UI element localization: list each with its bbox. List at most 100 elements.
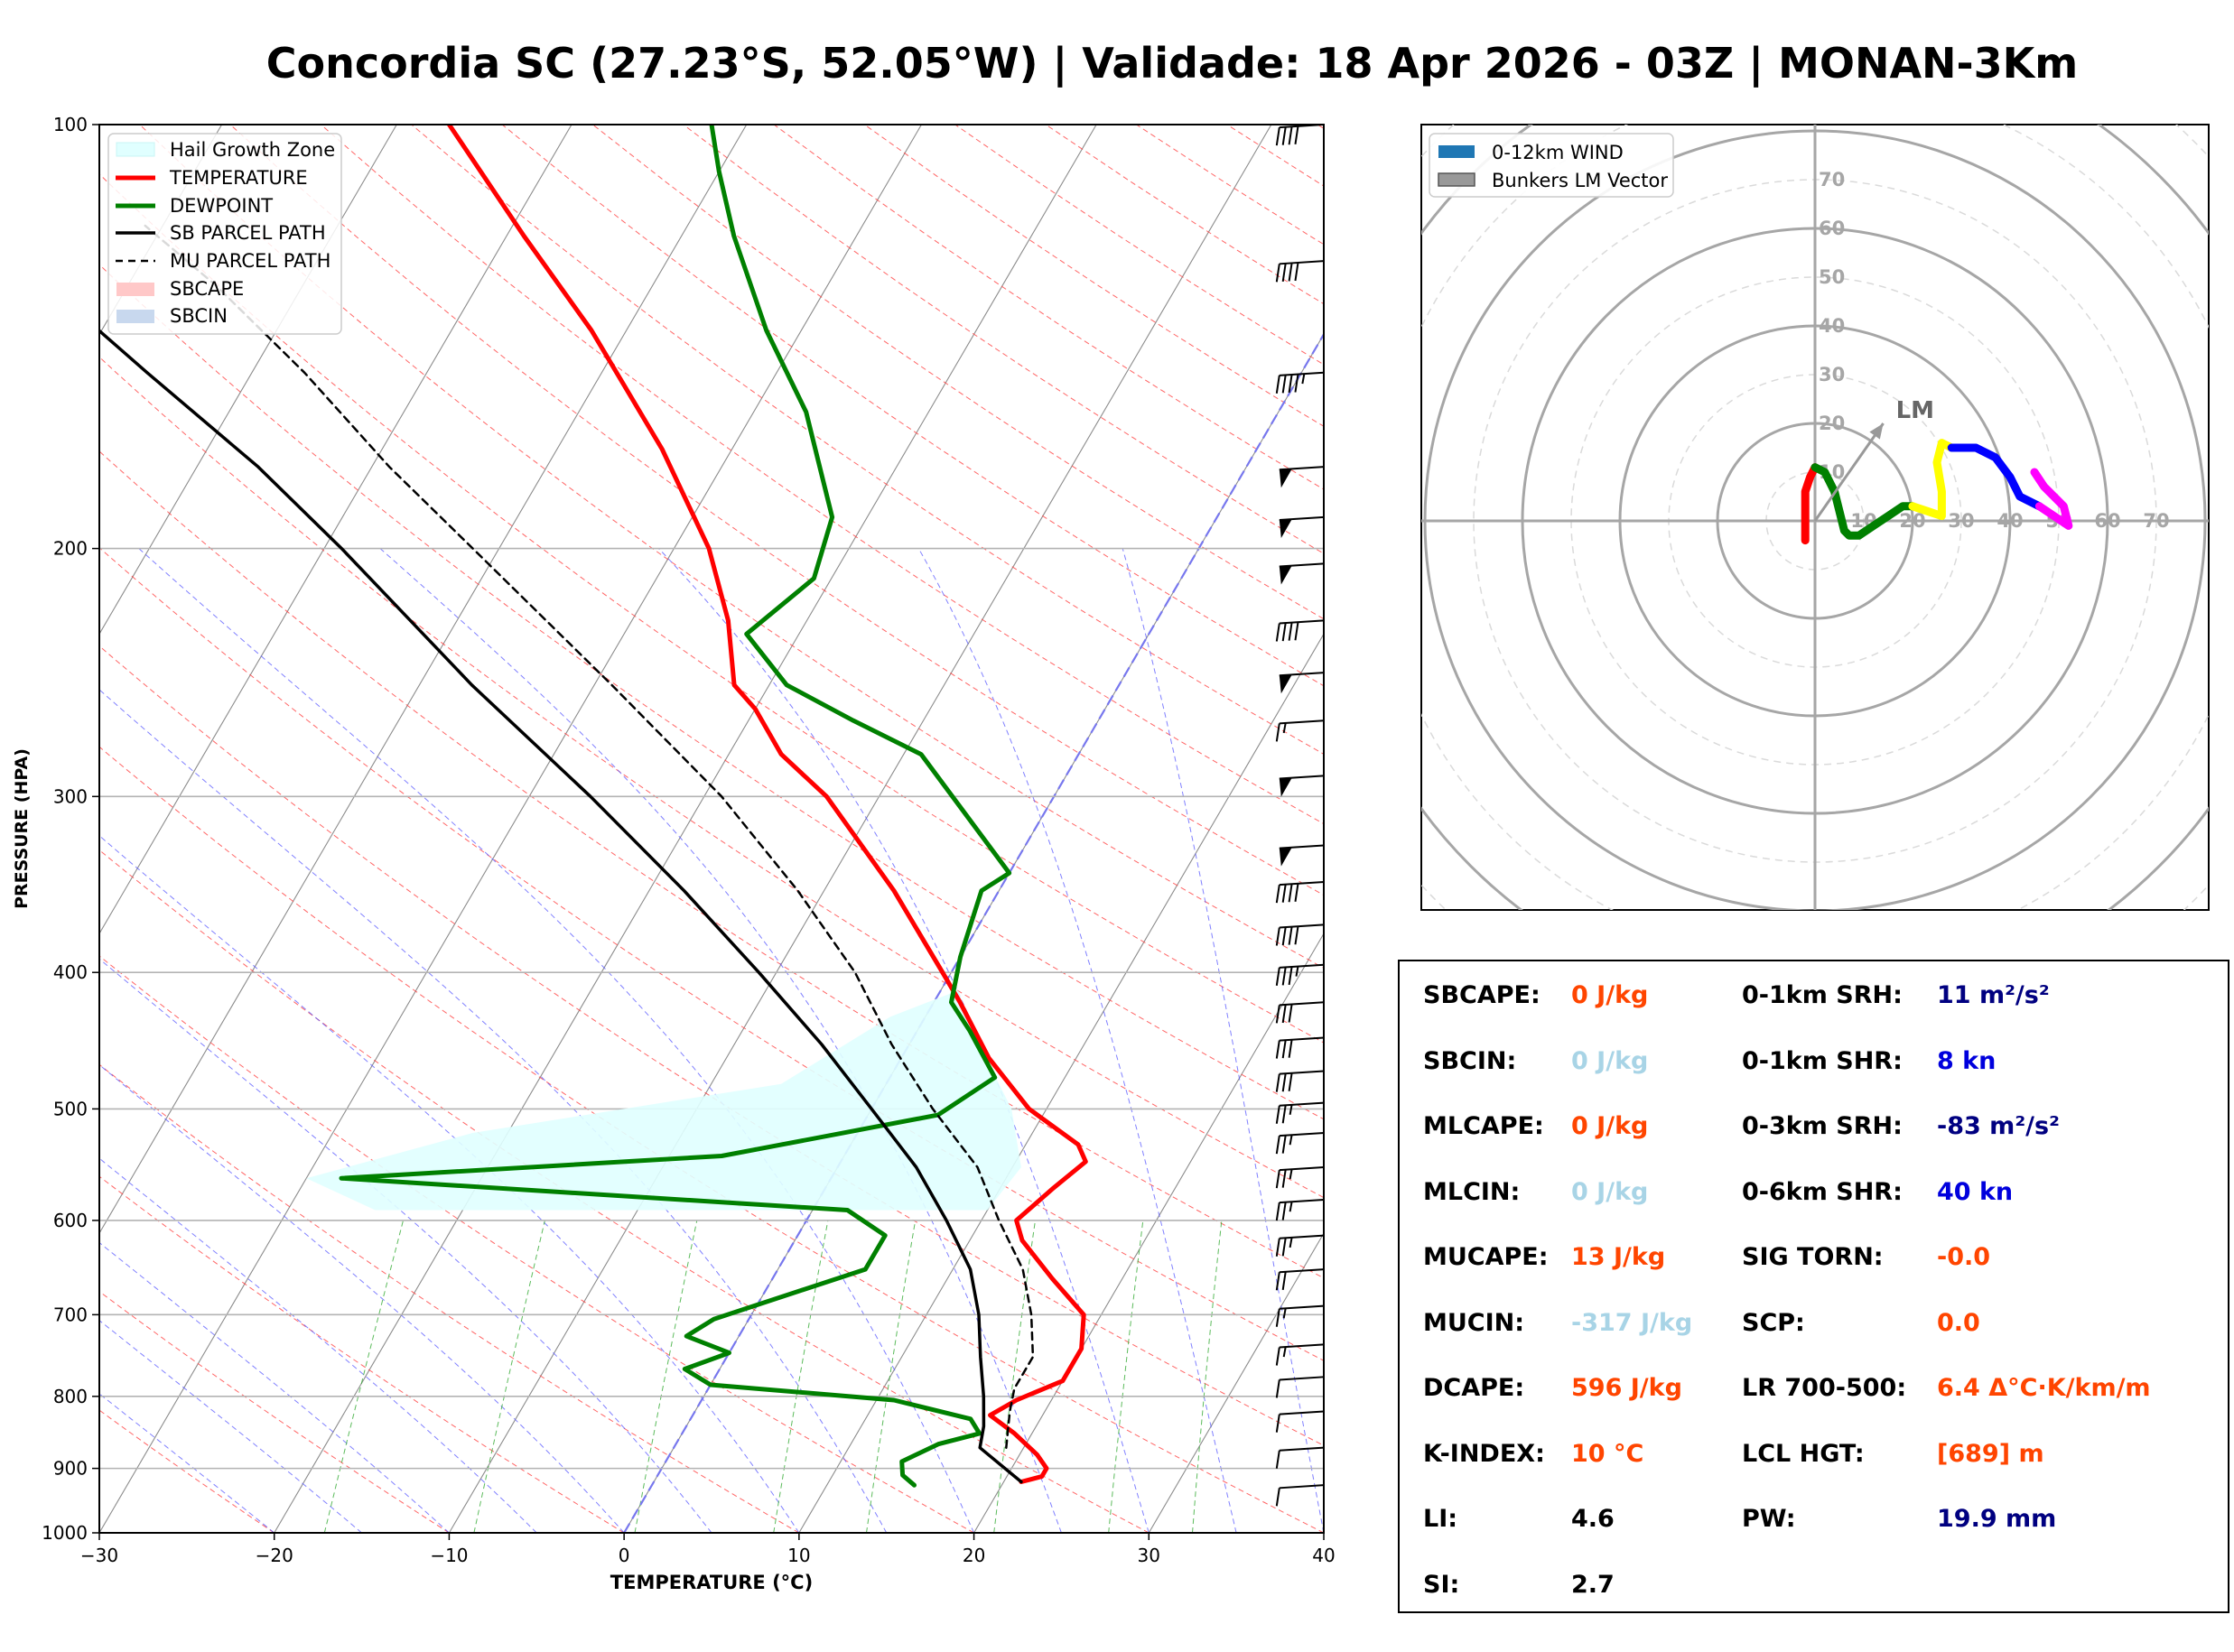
moist-adiabat — [138, 548, 975, 1533]
moist-adiabat — [917, 548, 1237, 1533]
y-tick-label: 1000 — [42, 1522, 88, 1544]
barb-flag — [1279, 777, 1292, 797]
barb-half — [1289, 1202, 1293, 1212]
wind-barb — [1275, 1131, 1325, 1155]
barb-shaft — [1279, 1001, 1325, 1007]
barb-half — [1282, 722, 1287, 734]
barb-full — [1281, 375, 1287, 394]
stat-value: -317 J/kg — [1571, 1308, 1693, 1337]
mixing-ratio-line — [634, 1220, 698, 1533]
hodo-axis-label: 60 — [2094, 510, 2120, 532]
wind-barb — [1275, 619, 1325, 642]
stat-value: 8 kn — [1937, 1046, 1997, 1075]
hodo-segment — [1810, 463, 1917, 540]
barb-full — [1288, 1039, 1293, 1058]
stat-value: -83 m²/s² — [1937, 1112, 2060, 1140]
barb-full — [1281, 622, 1287, 642]
barb-shaft — [1279, 1070, 1325, 1075]
barb-shaft — [1279, 1165, 1325, 1172]
barb-full — [1294, 622, 1299, 641]
barb-full — [1281, 263, 1287, 283]
dry-adiabat — [501, 125, 1324, 687]
dry-adiabat — [229, 125, 1324, 896]
barb-shaft — [1279, 880, 1325, 886]
barb-full — [1288, 622, 1293, 641]
hodo-segment — [1947, 443, 2043, 511]
barb-shaft — [1279, 1234, 1325, 1239]
stat-label: 0-3km SRH: — [1742, 1112, 1903, 1140]
barb-shaft — [1279, 719, 1325, 725]
dry-adiabat — [139, 125, 1324, 969]
barb-flag — [1279, 847, 1292, 867]
hodograph-legend: 0-12km WIND Bunkers LM Vector — [1429, 133, 1674, 198]
stat-value: 13 J/kg — [1571, 1243, 1666, 1271]
stat-label: MLCIN: — [1423, 1177, 1521, 1206]
barb-half — [1289, 1135, 1293, 1146]
barb-full — [1275, 1169, 1280, 1189]
barb-full — [1275, 1308, 1280, 1327]
dry-adiabat — [99, 1175, 625, 1533]
barb-full — [1275, 1073, 1280, 1092]
barb-full — [1294, 883, 1299, 902]
wind-barb — [1275, 124, 1325, 146]
legend-swatch-lm — [1438, 172, 1475, 187]
stat-label: MUCAPE: — [1423, 1243, 1549, 1271]
x-axis-label: TEMPERATURE (°C) — [610, 1572, 813, 1593]
barb-full — [1288, 884, 1293, 903]
barb-full — [1275, 723, 1280, 742]
stat-label: 0-1km SRH: — [1742, 981, 1903, 1009]
stat-value: [689] m — [1937, 1439, 2044, 1468]
barb-full — [1281, 1039, 1287, 1059]
hodo-axis-label: 20 — [1899, 510, 1925, 532]
wind-barb — [1275, 963, 1325, 986]
barb-shaft — [1279, 1036, 1325, 1042]
isotherm — [448, 125, 1272, 1533]
wind-barb — [1275, 1343, 1325, 1366]
stat-label: 0-1km SHR: — [1742, 1046, 1903, 1075]
barb-half — [1289, 1237, 1293, 1248]
barb-full — [1275, 1488, 1280, 1507]
hodo-segment — [1801, 463, 1820, 545]
isotherm — [99, 125, 572, 935]
barb-shaft — [1279, 1101, 1325, 1107]
stat-value: 0 J/kg — [1571, 981, 1649, 1009]
barb-full — [1281, 1238, 1287, 1257]
stat-label: SI: — [1423, 1570, 1460, 1599]
barb-shaft — [1279, 923, 1325, 929]
wind-barbs — [1275, 124, 1325, 1507]
legend-label: DEWPOINT — [170, 195, 273, 217]
mixing-ratio-line — [1192, 1220, 1223, 1533]
wind-barb — [1275, 719, 1325, 742]
wind-barb — [1275, 1446, 1325, 1469]
barb-shaft — [1279, 1268, 1325, 1274]
skewt-frame — [98, 124, 1325, 1534]
barb-full — [1281, 1004, 1287, 1024]
barb-full — [1275, 1040, 1280, 1059]
isotherm — [99, 125, 922, 1533]
y-tick-label: 800 — [53, 1386, 88, 1407]
barb-full — [1281, 926, 1287, 946]
barb-full — [1288, 1004, 1293, 1023]
barb-half — [1282, 1346, 1287, 1358]
wind-barb — [1279, 672, 1325, 694]
stat-value: 19.9 mm — [1937, 1505, 2057, 1533]
hodo-segment — [2030, 468, 2073, 530]
y-tick-label: 400 — [53, 961, 88, 983]
mixing-ratio-line — [773, 1220, 829, 1533]
skewt-profiles — [99, 125, 1088, 1488]
y-tick-label: 200 — [53, 538, 88, 560]
dry-adiabat — [99, 955, 974, 1533]
y-tick-label: 600 — [53, 1210, 88, 1231]
stat-label: SCP: — [1742, 1308, 1805, 1337]
barb-full — [1281, 1073, 1287, 1092]
stat-value: 11 m²/s² — [1937, 981, 2050, 1009]
dry-adiabat — [99, 849, 1150, 1533]
isotherm — [1148, 1231, 1324, 1533]
legend-label: MU PARCEL PATH — [170, 250, 330, 272]
barb-full — [1288, 1072, 1293, 1091]
page-title: Concordia SC (27.23°S, 52.05°W) | Valida… — [266, 39, 2078, 88]
wind-barb — [1279, 562, 1325, 585]
temperature-line — [446, 125, 1088, 1484]
barb-shaft — [1279, 371, 1325, 376]
